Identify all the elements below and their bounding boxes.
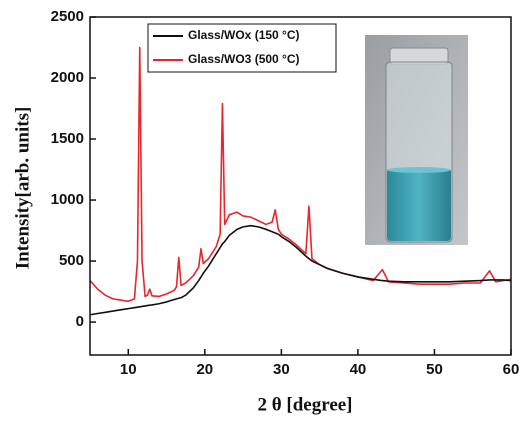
y-tick-label: 0 (76, 313, 84, 330)
x-axis-label: 2 θ [degree] (257, 394, 352, 415)
legend: Glass/WOx (150 °C) Glass/WO3 (500 °C) (148, 24, 336, 72)
chart: 2 θ [degree] Intensity[arb. units] 0 500 1… (0, 0, 519, 421)
legend-label: Glass/WO3 (500 °C) (188, 52, 300, 66)
y-tick-label: 2500 (51, 8, 84, 25)
y-tick-label: 2000 (51, 69, 84, 86)
x-tick-label: 40 (350, 361, 367, 378)
x-tick-label: 30 (273, 361, 290, 378)
x-tick-label: 50 (426, 361, 443, 378)
x-tick-label: 10 (120, 361, 137, 378)
y-tick-label: 500 (59, 252, 84, 269)
legend-label: Glass/WOx (150 °C) (188, 28, 300, 42)
y-axis-label: Intensity[arb. units] (12, 107, 33, 270)
x-tick-label: 20 (196, 361, 213, 378)
inset-photo (365, 35, 468, 245)
y-tick-label: 1000 (51, 191, 84, 208)
x-tick-label: 60 (503, 361, 519, 378)
y-tick-label: 1500 (51, 130, 84, 147)
